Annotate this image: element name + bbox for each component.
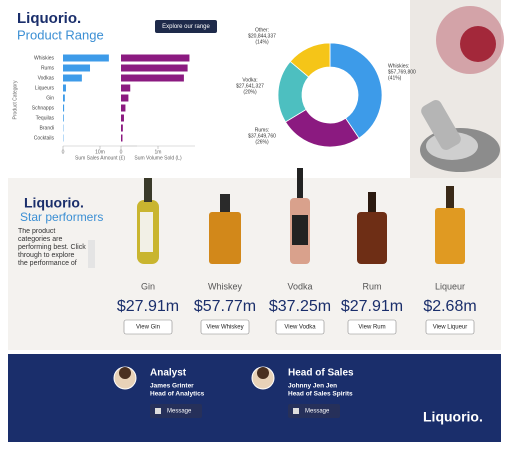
bottle-image xyxy=(435,208,465,264)
bar xyxy=(121,75,184,82)
bar xyxy=(121,105,125,112)
performer-value: $27.91m xyxy=(341,298,403,315)
view-button-label[interactable]: View Rum xyxy=(358,325,385,331)
performer-value: $37.25m xyxy=(269,298,331,315)
slice-percent: (41%) xyxy=(388,75,402,81)
category-label: Cocktails xyxy=(34,135,55,141)
performer-value: $27.91m xyxy=(117,298,179,315)
star-text: The product categories are performing be… xyxy=(18,228,86,268)
bar xyxy=(121,115,124,122)
performer-name: Vodka xyxy=(287,281,312,291)
message-label[interactable]: Message xyxy=(305,409,330,415)
bar xyxy=(63,105,64,112)
slack-icon xyxy=(155,408,161,414)
slack-icon xyxy=(293,408,299,414)
performer-name: Gin xyxy=(141,281,155,291)
slice-percent: (26%) xyxy=(255,139,269,145)
slice-percent: (20%) xyxy=(243,89,257,95)
contact-name: Johnny Jen Jen xyxy=(288,383,337,390)
bottle-image xyxy=(446,186,454,208)
bar xyxy=(63,95,65,102)
bar xyxy=(121,65,188,72)
bottle-image xyxy=(144,178,152,202)
bottle-image xyxy=(368,192,376,212)
category-label: Gin xyxy=(46,95,54,101)
star-logo: Liquorio. xyxy=(24,195,84,211)
bar xyxy=(63,65,90,72)
category-label: Whiskies xyxy=(34,55,55,61)
slice-percent: (14%) xyxy=(255,39,269,45)
avatar-hair xyxy=(257,367,269,379)
bar xyxy=(63,85,66,92)
category-label: Brandi xyxy=(40,125,54,131)
x-axis-title: Sum Sales Amount (£) xyxy=(75,155,125,161)
logo: Liquorio. xyxy=(17,10,81,27)
bottle-image xyxy=(220,194,230,212)
view-button-label[interactable]: View Whiskey xyxy=(206,325,243,331)
avatar-hair xyxy=(119,367,131,379)
category-label: Liqueurs xyxy=(35,85,55,91)
performer-name: Liqueur xyxy=(435,281,465,291)
explore-button-label[interactable]: Explore our range xyxy=(162,24,210,30)
performer-value: $57.77m xyxy=(194,298,256,315)
bottle-image xyxy=(292,215,308,245)
bar xyxy=(63,55,109,62)
bar xyxy=(121,55,189,62)
bottle-image xyxy=(297,168,303,198)
bar xyxy=(121,125,123,132)
x-tick-label: 0 xyxy=(62,149,65,155)
contact-title: Head of Sales Spirits xyxy=(288,391,353,398)
y-axis-title: Product Category xyxy=(12,80,18,119)
contact-section xyxy=(8,354,501,442)
view-button-label[interactable]: View Liqueur xyxy=(433,325,468,331)
bottle-image xyxy=(357,212,387,264)
bottle-image xyxy=(209,212,241,264)
contact-role: Analyst xyxy=(150,368,187,379)
view-button-label[interactable]: View Vodka xyxy=(284,325,316,331)
x-tick-label: 0 xyxy=(120,149,123,155)
photo xyxy=(410,0,504,178)
contact-title: Head of Analytics xyxy=(150,391,205,398)
category-label: Schnapps xyxy=(32,105,55,111)
performer-value: $2.68m xyxy=(423,298,476,315)
page-title: Product Range xyxy=(17,27,104,42)
star-title: Star performers xyxy=(20,210,103,224)
star-text-box: The product categories are performing be… xyxy=(18,228,86,268)
bar xyxy=(63,75,82,82)
view-button-label[interactable]: View Gin xyxy=(136,325,160,331)
message-label[interactable]: Message xyxy=(167,409,192,415)
bar xyxy=(121,85,130,92)
bar xyxy=(121,95,128,102)
bar xyxy=(63,115,64,122)
x-axis-title: Sum Volume Sold (L) xyxy=(134,155,182,161)
contact-name: James Grinter xyxy=(150,383,194,390)
category-label: Vodkas xyxy=(38,75,55,81)
bottle-image xyxy=(140,212,153,252)
footer-logo: Liquorio. xyxy=(423,409,483,425)
scrollbar[interactable] xyxy=(88,240,95,268)
performer-name: Rum xyxy=(362,281,381,291)
category-label: Tequilas xyxy=(36,115,55,121)
contact-role: Head of Sales xyxy=(288,368,354,379)
category-label: Rums xyxy=(41,65,55,71)
bar xyxy=(121,135,122,142)
performer-name: Whiskey xyxy=(208,281,243,291)
